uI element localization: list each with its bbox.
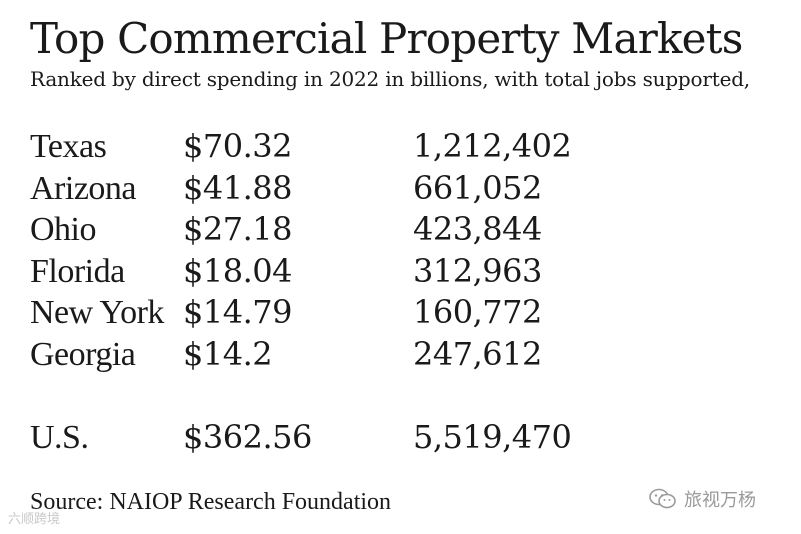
chart-subtitle: Ranked by direct spending in 2022 in bil… [30,67,750,91]
watermark-left-text: 六顺跨境 [8,512,61,527]
table-row: Georgia $14.2 247,612 [30,334,770,376]
total-state-cell: U.S. [30,419,89,456]
watermark-right: 旅视万杨 [648,486,756,512]
state-cell: Georgia [30,335,136,373]
spending-cell: $70.32 [183,127,292,165]
table-row: Texas $70.32 1,212,402 [30,126,770,168]
wechat-icon [649,488,676,509]
chart-title: Top Commercial Property Markets [30,14,743,63]
spending-cell: $14.79 [183,293,292,331]
state-cell: Florida [30,252,125,290]
jobs-cell: 661,052 [413,168,542,207]
markets-table: Texas $70.32 1,212,402 Arizona $41.88 66… [30,126,770,459]
jobs-cell: 247,612 [413,334,542,373]
state-cell: New York [30,294,164,331]
jobs-cell: 160,772 [413,293,542,331]
total-row: U.S. $362.56 5,519,470 [30,417,770,459]
spending-cell: $27.18 [183,210,292,248]
state-cell: Arizona [30,169,137,207]
table-row: Arizona $41.88 661,052 [30,168,770,210]
jobs-cell: 312,963 [413,251,542,290]
jobs-cell: 1,212,402 [413,127,572,165]
jobs-cell: 423,844 [413,210,542,248]
source-note: Source: NAIOP Research Foundation [30,489,392,515]
spending-cell: $41.88 [183,168,292,207]
state-cell: Texas [30,128,107,165]
spending-cell: $18.04 [183,251,292,290]
table-row: Florida $18.04 312,963 [30,251,770,293]
spending-cell: $14.2 [183,334,273,373]
watermark-right-text: 旅视万杨 [684,490,756,511]
total-spending-cell: $362.56 [183,418,312,456]
table-row: Ohio $27.18 423,844 [30,209,770,251]
state-cell: Ohio [30,211,97,248]
total-jobs-cell: 5,519,470 [413,418,572,456]
watermark-left: 六顺跨境 [8,508,60,527]
table-row: New York $14.79 160,772 [30,292,770,334]
